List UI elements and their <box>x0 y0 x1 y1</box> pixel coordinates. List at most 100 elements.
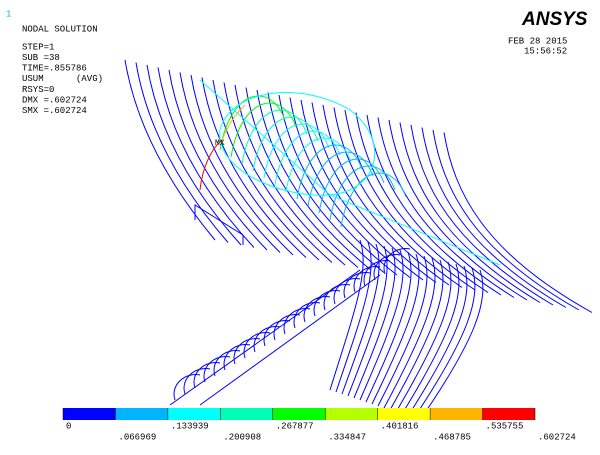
contour-line <box>389 259 444 411</box>
contour-line <box>221 104 246 141</box>
contour-line <box>371 253 420 405</box>
contour-line <box>365 251 412 403</box>
contour-line <box>190 74 294 256</box>
contour-line <box>419 269 484 421</box>
contour-line <box>203 356 231 383</box>
max-marker: MX <box>215 139 225 148</box>
color-legend: 0 .066969 .133939 .200908 .267877 .334847 .401… <box>62 408 576 442</box>
contour-line <box>296 144 363 200</box>
header-line: USUM (AVG) <box>22 74 103 84</box>
legend-band <box>167 408 221 420</box>
contour-line <box>377 255 428 407</box>
legend-tick-label: .200908 <box>223 432 261 442</box>
contour-line <box>219 92 376 196</box>
legend-band <box>377 408 431 420</box>
contour-line <box>245 87 359 268</box>
header-line: SMX =.602724 <box>22 106 87 116</box>
contour-line <box>173 374 201 401</box>
contour-line <box>343 272 371 299</box>
contour-line <box>263 123 330 179</box>
contour-line <box>333 107 463 288</box>
contour-line <box>219 95 286 151</box>
contour-line <box>194 204 244 245</box>
legend-tick-label: .267877 <box>276 421 314 431</box>
header-title: NODAL SOLUTION <box>22 24 98 34</box>
contour-line <box>193 362 221 389</box>
contour-line <box>223 82 333 263</box>
header-line: SUB =38 <box>22 53 60 63</box>
legend-band <box>115 408 168 420</box>
legend-tick-label: 0 <box>66 421 71 431</box>
contour-line <box>303 296 331 323</box>
header-line: DMX =.602724 <box>22 95 87 105</box>
contour-line <box>373 254 401 281</box>
contour-line <box>124 59 216 241</box>
contour-line <box>199 79 501 266</box>
contour-line <box>341 243 380 395</box>
contour-line <box>213 350 241 377</box>
contour-line <box>263 320 291 347</box>
contour-line <box>383 248 411 275</box>
contour-line <box>329 165 396 221</box>
contour-line <box>353 247 396 399</box>
contour-line <box>443 132 593 313</box>
contour-line <box>201 77 307 258</box>
contour-line <box>289 97 411 278</box>
header-line: STEP=1 <box>22 42 54 52</box>
legend-band <box>220 408 273 420</box>
contour-line <box>388 119 528 301</box>
legend-tick-label: .602724 <box>538 432 576 442</box>
contour-line <box>395 261 452 413</box>
contour-line <box>318 158 385 214</box>
contour-line <box>313 290 341 317</box>
legend-band <box>272 408 326 420</box>
legend-tick-label: .535755 <box>486 421 524 431</box>
header-line: TIME=.855786 <box>22 64 87 74</box>
contour-line <box>329 239 364 391</box>
contour-line <box>169 269 381 406</box>
contour-line <box>432 129 580 311</box>
contour-line <box>401 263 460 415</box>
contour-line <box>157 67 255 248</box>
window-number: 1 <box>6 9 11 19</box>
legend-band <box>63 408 116 420</box>
contour-line <box>179 72 281 253</box>
time: 15:56:52 <box>524 46 567 56</box>
legend-band <box>325 408 378 420</box>
legend-tick-label: .133939 <box>171 421 209 431</box>
contour-line <box>256 89 372 271</box>
contour-line <box>212 79 320 261</box>
contour-line <box>183 368 211 395</box>
contour-line <box>355 112 489 293</box>
legend-tick-label: .401816 <box>381 421 419 431</box>
legend-tick-label: .066969 <box>118 432 156 442</box>
legend-band <box>482 408 535 420</box>
date: FEB 28 2015 <box>508 36 567 46</box>
contour-line <box>293 302 321 329</box>
contour-line <box>234 84 346 266</box>
contour-line <box>340 172 407 228</box>
model-geometry <box>124 59 593 421</box>
contour-line <box>285 137 352 193</box>
contour-line <box>322 104 450 286</box>
contour-line <box>407 265 468 417</box>
contour-line <box>241 109 308 165</box>
legend-band <box>430 408 483 420</box>
legend-tick-label: .334847 <box>328 432 366 442</box>
contour-line <box>344 109 476 291</box>
contour-line <box>335 241 372 393</box>
contour-line <box>383 257 436 409</box>
header-line: RSYS=0 <box>22 85 54 95</box>
legend-tick-label: .468785 <box>433 432 471 442</box>
contour-line <box>359 249 404 401</box>
contour-line <box>168 69 268 251</box>
contour-line <box>135 62 229 243</box>
contour-line <box>307 151 374 207</box>
contour-line <box>253 326 281 353</box>
contour-line <box>146 64 242 246</box>
contour-line <box>274 130 341 186</box>
contour-line <box>267 92 385 273</box>
